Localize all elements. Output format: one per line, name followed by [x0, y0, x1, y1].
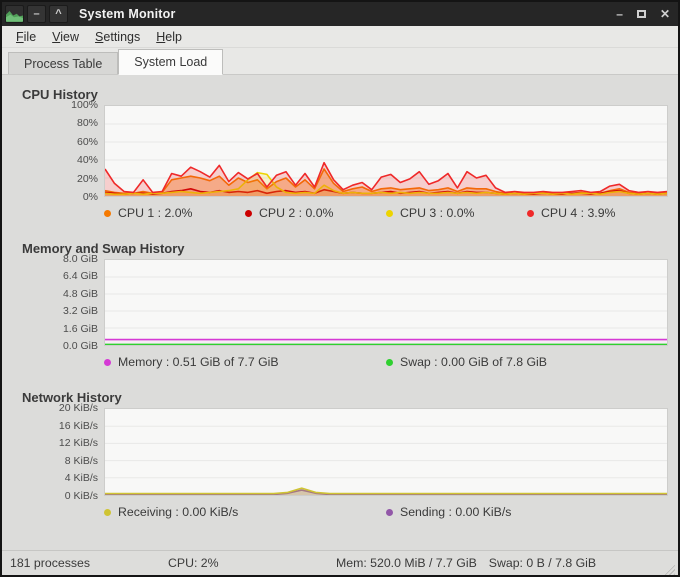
memory-tick: 6.4 GiB — [62, 270, 98, 283]
dash-button[interactable]: – — [27, 5, 46, 23]
legend-sending: Sending : 0.00 KiB/s — [386, 505, 668, 519]
cpu-y-axis: 100% 80% 60% 40% 20% 0% — [12, 99, 104, 203]
network-history-chart — [104, 408, 668, 496]
network-history-title: Network History — [22, 390, 122, 405]
memory-tick: 0.0 GiB — [62, 340, 98, 352]
legend-sending-label: Sending : 0.00 KiB/s — [400, 505, 512, 519]
legend-cpu3-label: CPU 3 : 0.0% — [400, 206, 475, 220]
process-count: 181 processes — [10, 556, 90, 570]
mem-status: Mem: 520.0 MiB / 7.7 GiB — [336, 556, 477, 570]
cpu-tick: 100% — [71, 99, 98, 111]
cpu-tick: 0% — [82, 191, 98, 203]
close-button[interactable]: ✕ — [660, 8, 670, 20]
window-title: System Monitor — [79, 7, 176, 21]
memory-swap-chart — [104, 259, 668, 346]
memory-tick: 3.2 GiB — [62, 305, 98, 318]
legend-cpu4: CPU 4 : 3.9% — [527, 206, 668, 220]
minimize-button[interactable]: – — [616, 8, 623, 20]
app-icon — [5, 5, 24, 23]
legend-receiving-label: Receiving : 0.00 KiB/s — [118, 505, 239, 519]
memory-swap-title: Memory and Swap History — [22, 241, 185, 256]
cpu-tick: 40% — [76, 154, 98, 167]
cpu-status: CPU: 2% — [168, 556, 219, 570]
cpu-legend: CPU 1 : 2.0% CPU 2 : 0.0% CPU 3 : 0.0% C… — [104, 206, 668, 220]
resize-grip[interactable] — [662, 562, 675, 575]
cpu2-dot-icon — [245, 209, 252, 217]
shade-icon: ^ — [55, 7, 62, 20]
cpu4-dot-icon — [527, 209, 534, 217]
memory-tick: 8.0 GiB — [62, 253, 98, 265]
sending-dot-icon — [386, 508, 393, 516]
tab-system-load[interactable]: System Load — [118, 49, 224, 75]
tabbar: Process Table System Load — [2, 48, 678, 75]
legend-swap-label: Swap : 0.00 GiB of 7.8 GiB — [400, 355, 547, 369]
cpu-history-chart — [104, 105, 668, 197]
titlebar: – ^ System Monitor – ✕ — [2, 2, 678, 26]
menubar: File View Settings Help — [2, 26, 678, 48]
memory-legend: Memory : 0.51 GiB of 7.7 GiB Swap : 0.00… — [104, 355, 668, 369]
cpu-history-title: CPU History — [22, 87, 98, 102]
menu-settings[interactable]: Settings — [95, 29, 141, 44]
maximize-icon — [636, 10, 646, 18]
network-legend: Receiving : 0.00 KiB/s Sending : 0.00 Ki… — [104, 505, 668, 519]
swap-status: Swap: 0 B / 7.8 GiB — [488, 556, 597, 570]
receiving-dot-icon — [104, 508, 111, 516]
network-tick: 0 KiB/s — [64, 490, 98, 502]
legend-memory: Memory : 0.51 GiB of 7.7 GiB — [104, 355, 386, 369]
network-tick: 4 KiB/s — [64, 472, 98, 485]
cpu-history-section: CPU History 100% 80% 60% 40% 20% 0% CPU … — [12, 87, 668, 220]
cpu1-dot-icon — [104, 209, 111, 217]
menu-help[interactable]: Help — [156, 29, 182, 44]
legend-cpu4-label: CPU 4 : 3.9% — [541, 206, 616, 220]
network-history-section: Network History 20 KiB/s 16 KiB/s 12 KiB… — [12, 390, 668, 519]
maximize-button[interactable] — [636, 8, 646, 20]
memory-swap-section: Memory and Swap History 8.0 GiB 6.4 GiB … — [12, 241, 668, 369]
network-tick: 20 KiB/s — [58, 402, 98, 414]
swap-dot-icon — [386, 358, 393, 366]
cpu-tick: 60% — [76, 135, 98, 148]
dash-icon: – — [33, 7, 40, 20]
memory-tick: 1.6 GiB — [62, 322, 98, 335]
network-tick: 8 KiB/s — [64, 454, 98, 467]
memory-dot-icon — [104, 358, 111, 366]
memory-tick: 4.8 GiB — [62, 287, 98, 300]
legend-cpu1-label: CPU 1 : 2.0% — [118, 206, 193, 220]
tab-process-table[interactable]: Process Table — [8, 52, 119, 74]
menu-file[interactable]: File — [16, 29, 37, 44]
legend-cpu3: CPU 3 : 0.0% — [386, 206, 527, 220]
cpu-tick: 80% — [76, 117, 98, 130]
legend-cpu2: CPU 2 : 0.0% — [245, 206, 386, 220]
network-tick: 12 KiB/s — [58, 437, 98, 450]
legend-memory-label: Memory : 0.51 GiB of 7.7 GiB — [118, 355, 279, 369]
network-y-axis: 20 KiB/s 16 KiB/s 12 KiB/s 8 KiB/s 4 KiB… — [12, 402, 104, 502]
close-icon: ✕ — [659, 7, 670, 21]
cpu-tick: 20% — [76, 172, 98, 185]
cpu3-dot-icon — [386, 209, 393, 217]
network-tick: 16 KiB/s — [58, 419, 98, 432]
window-controls: – ✕ — [616, 8, 670, 20]
menu-view[interactable]: View — [52, 29, 80, 44]
legend-cpu2-label: CPU 2 : 0.0% — [259, 206, 334, 220]
app-chart-icon — [6, 11, 23, 22]
memory-y-axis: 8.0 GiB 6.4 GiB 4.8 GiB 3.2 GiB 1.6 GiB … — [12, 253, 104, 352]
legend-swap: Swap : 0.00 GiB of 7.8 GiB — [386, 355, 668, 369]
legend-receiving: Receiving : 0.00 KiB/s — [104, 505, 386, 519]
system-load-page: CPU History 100% 80% 60% 40% 20% 0% CPU … — [2, 75, 678, 550]
statusbar: 181 processes CPU: 2% Mem: 520.0 MiB / 7… — [2, 550, 678, 575]
shade-button[interactable]: ^ — [49, 5, 68, 23]
minimize-icon: – — [616, 7, 623, 21]
legend-cpu1: CPU 1 : 2.0% — [104, 206, 245, 220]
